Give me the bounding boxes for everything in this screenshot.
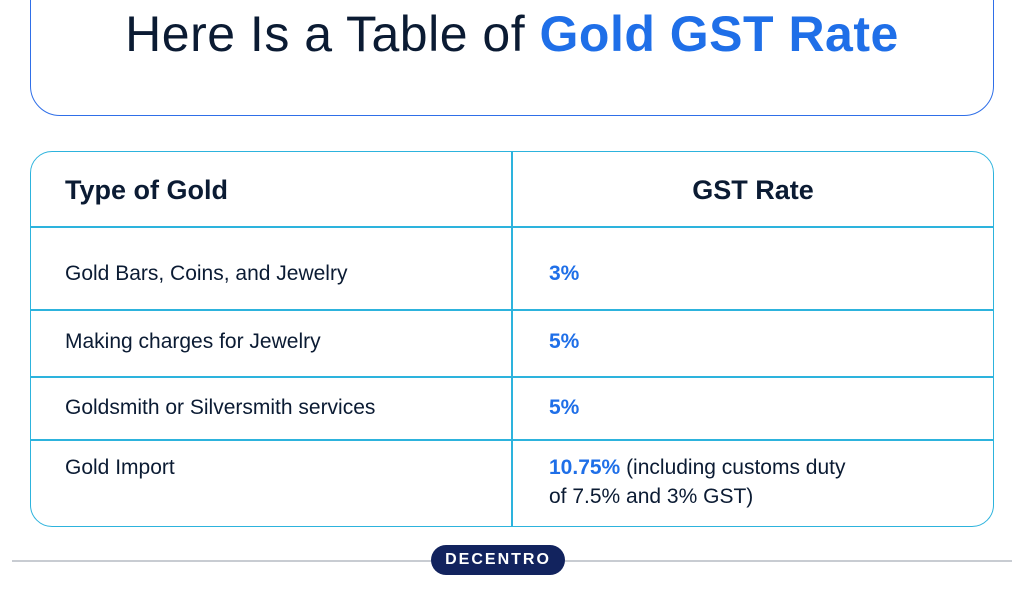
row-2-rate: 5% [549, 330, 580, 353]
row-4-rate-note-line1: (including customs duty [620, 456, 846, 479]
row-4-rate-cell: 10.75% (including customs duty [549, 454, 846, 481]
row-1-type: Gold Bars, Coins, and Jewelry [65, 262, 348, 285]
row-divider [31, 309, 993, 311]
row-4-type: Gold Import [65, 456, 175, 479]
page-title: Here Is a Table of Gold GST Rate [31, 3, 993, 65]
row-3-rate: 5% [549, 396, 580, 419]
header-type-of-gold: Type of Gold [65, 175, 228, 205]
row-3-type: Goldsmith or Silversmith services [65, 396, 376, 419]
column-divider [511, 152, 513, 526]
row-divider [31, 226, 993, 228]
decentro-logo: DECENTRO [431, 545, 565, 575]
gst-rate-table: Type of Gold GST Rate Gold Bars, Coins, … [30, 151, 994, 527]
row-4-rate-note-line2: of 7.5% and 3% GST) [549, 485, 754, 508]
title-card: Here Is a Table of Gold GST Rate [30, 0, 994, 116]
title-highlight: Gold GST Rate [539, 6, 899, 62]
row-divider [31, 439, 993, 441]
row-4-rate: 10.75% [549, 456, 621, 479]
row-2-type: Making charges for Jewelry [65, 330, 321, 353]
header-gst-rate: GST Rate [692, 175, 814, 205]
row-divider [31, 376, 993, 378]
row-1-rate: 3% [549, 262, 580, 285]
title-plain: Here Is a Table of [125, 6, 540, 62]
